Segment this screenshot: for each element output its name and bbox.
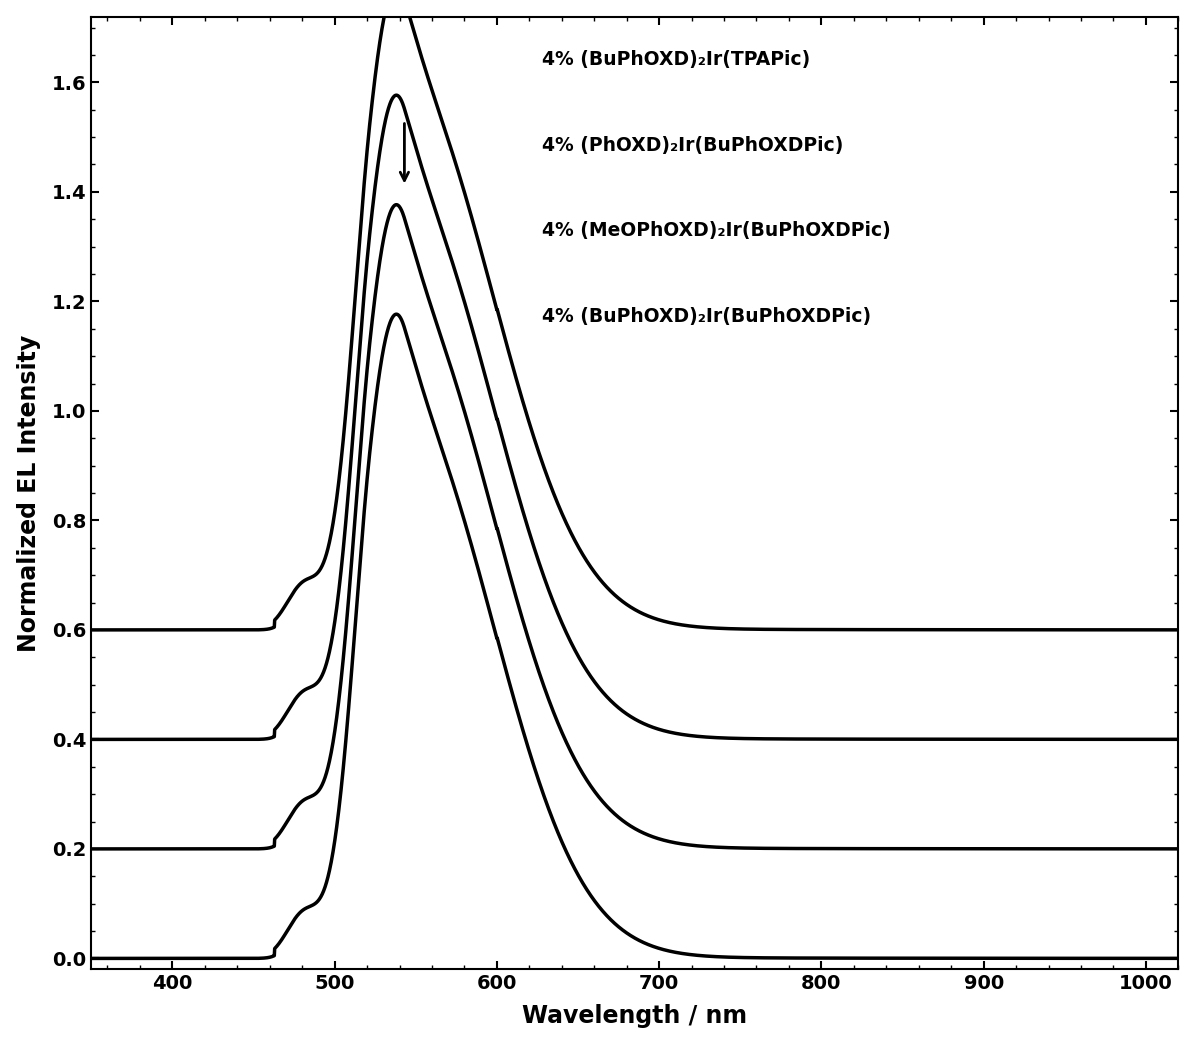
Text: 4% (PhOXD)₂Ir(BuPhOXDPic): 4% (PhOXD)₂Ir(BuPhOXDPic) — [543, 136, 844, 155]
Y-axis label: Normalized EL Intensity: Normalized EL Intensity — [17, 334, 41, 652]
Text: 4% (MeOPhOXD)₂Ir(BuPhOXDPic): 4% (MeOPhOXD)₂Ir(BuPhOXDPic) — [543, 222, 891, 240]
Text: 4% (BuPhOXD)₂Ir(TPAPic): 4% (BuPhOXD)₂Ir(TPAPic) — [543, 50, 810, 69]
X-axis label: Wavelength / nm: Wavelength / nm — [522, 1004, 747, 1028]
Text: 4% (BuPhOXD)₂Ir(BuPhOXDPic): 4% (BuPhOXD)₂Ir(BuPhOXDPic) — [543, 307, 871, 326]
